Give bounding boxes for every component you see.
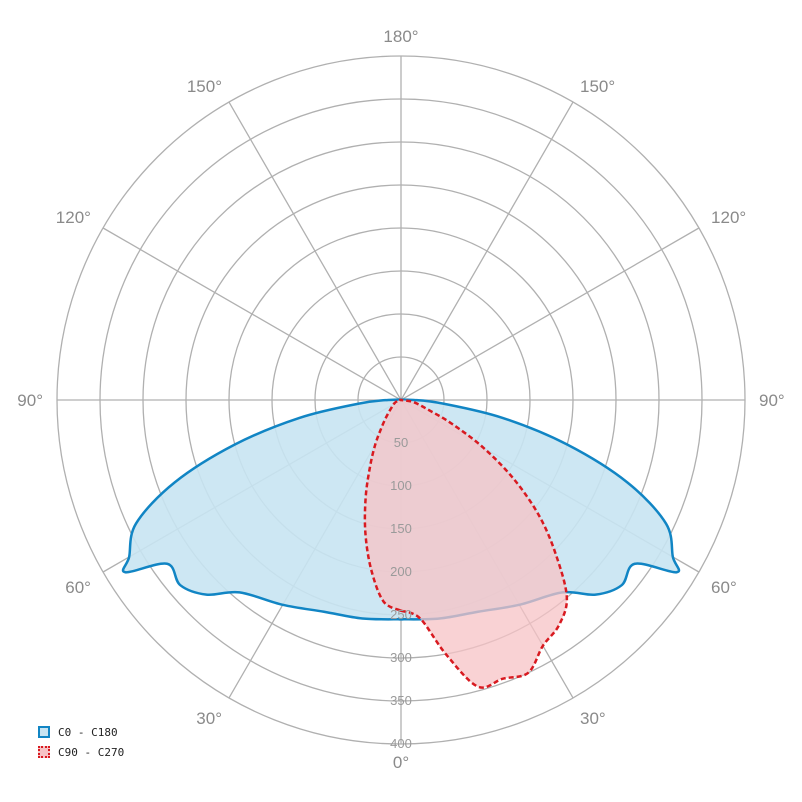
legend-label-c0-c180: C0 - C180	[58, 725, 118, 739]
angle-label-left: 120°	[56, 208, 91, 227]
legend-item-c0-c180: C0 - C180	[38, 722, 124, 742]
angle-label-left: 90°	[17, 391, 43, 410]
series-c90-c270	[363, 398, 569, 689]
angle-label-top: 180°	[383, 27, 418, 46]
angle-label-left: 60°	[65, 578, 91, 597]
axis-labels: 50 100 150 200 250 300 350 400 0° 180° 30° 30° 60° 60…	[17, 27, 784, 772]
legend-label-c90-c270: C90 - C270	[58, 745, 125, 759]
radial-tick-label: 50	[394, 435, 408, 450]
angle-label-right: 150°	[580, 77, 615, 96]
angle-label-right: 30°	[580, 709, 606, 728]
legend-swatch-c0-c180	[38, 726, 50, 738]
radial-tick-label: 300	[390, 650, 412, 665]
angle-label-right: 90°	[759, 391, 785, 410]
angle-label-left: 150°	[187, 77, 222, 96]
legend-swatch-c90-c270	[38, 746, 50, 758]
angle-label-right: 120°	[711, 208, 746, 227]
angle-label-left: 30°	[196, 709, 222, 728]
radial-tick-label: 250	[390, 607, 412, 622]
legend: C0 - C180 C90 - C270	[38, 722, 124, 762]
series-layer	[121, 398, 681, 689]
angle-label-right: 60°	[711, 578, 737, 597]
radial-tick-label: 400	[390, 736, 412, 751]
radial-tick-label: 100	[390, 478, 412, 493]
radial-tick-label: 150	[390, 521, 412, 536]
radial-tick-label: 350	[390, 693, 412, 708]
radial-tick-label: 200	[390, 564, 412, 579]
legend-item-c90-c270: C90 - C270	[38, 742, 124, 762]
angle-label-bottom: 0°	[393, 753, 409, 772]
